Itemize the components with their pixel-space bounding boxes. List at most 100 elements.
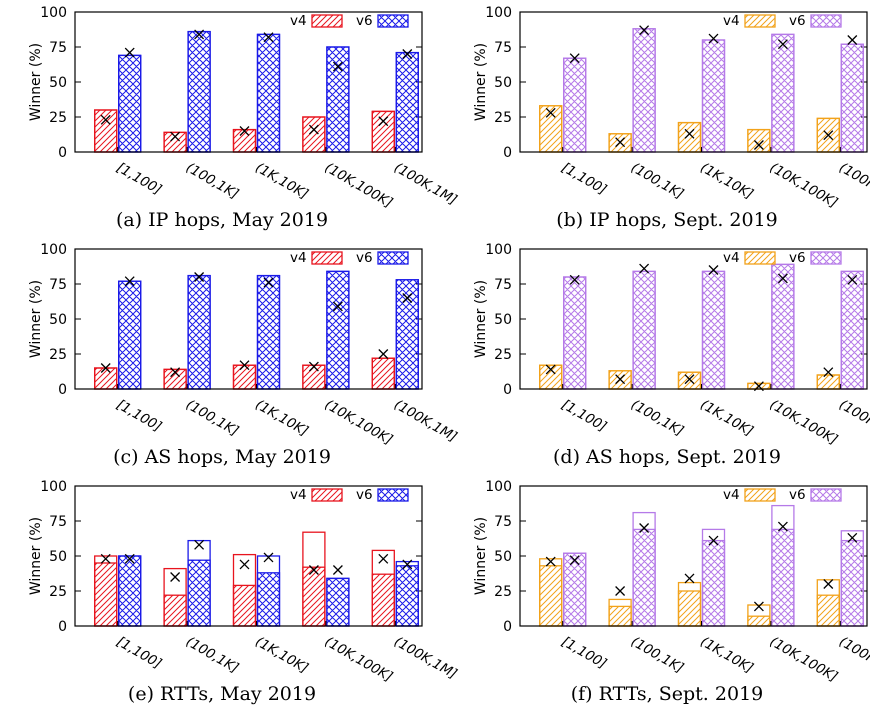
bar-v6-inner bbox=[118, 280, 142, 390]
legend-v6-swatch bbox=[810, 488, 842, 502]
y-tick-label: 75 bbox=[494, 40, 512, 56]
bar-v4-inner bbox=[747, 615, 771, 627]
x-tick-label: [1,100] bbox=[114, 634, 165, 672]
y-tick-label: 25 bbox=[494, 584, 512, 600]
bar-v6-inner bbox=[256, 33, 281, 153]
bar-v4-inner bbox=[163, 594, 187, 627]
bar-v4-inner bbox=[94, 562, 118, 627]
x-tick-label: (100K,1M] bbox=[391, 160, 459, 209]
bar-v4-inner bbox=[816, 594, 840, 627]
bar-v4-inner bbox=[232, 364, 257, 390]
x-tick-label: (10K,100K] bbox=[767, 397, 840, 449]
panel-caption: (c) AS hops, May 2019 bbox=[113, 446, 331, 468]
y-tick-label: 0 bbox=[503, 382, 512, 398]
x-tick-label: (100,1K] bbox=[183, 397, 241, 440]
marker-v6 bbox=[847, 532, 858, 543]
y-tick-label: 50 bbox=[49, 75, 67, 91]
y-tick-label: 100 bbox=[485, 242, 512, 258]
y-tick-label: 50 bbox=[49, 312, 67, 328]
marker-v4 bbox=[239, 360, 250, 371]
panel-caption: (a) IP hops, May 2019 bbox=[116, 209, 328, 231]
bar-v4-inner bbox=[94, 109, 118, 153]
marker-v6 bbox=[708, 33, 719, 44]
x-tick-label: (1K,10K] bbox=[253, 397, 312, 440]
marker-v4 bbox=[545, 364, 556, 375]
x-tick-label: [1,100] bbox=[114, 397, 165, 435]
legend-v6-label: v6 bbox=[789, 250, 806, 266]
legend-v6-swatch bbox=[377, 14, 409, 28]
marker-v4 bbox=[378, 553, 389, 564]
chart-panel-a: 0 25 50 75 100 Winner (%) [1,100] (100,1K] (1K,1… bbox=[28, 5, 460, 231]
marker-v4 bbox=[239, 126, 250, 136]
legend-v4-label: v4 bbox=[723, 13, 740, 29]
bar-v6-inner bbox=[701, 39, 726, 153]
y-tick-label: 25 bbox=[494, 347, 512, 363]
marker-v6 bbox=[777, 521, 788, 532]
y-tick-label: 75 bbox=[49, 40, 67, 56]
marker-v6 bbox=[332, 565, 343, 575]
marker-v6 bbox=[847, 274, 858, 285]
bar-v4-inner bbox=[371, 573, 395, 627]
x-tick-label: (10K,100K] bbox=[322, 160, 395, 212]
marker-v4 bbox=[615, 586, 626, 596]
panel-caption: (e) RTTs, May 2019 bbox=[128, 683, 316, 705]
bar-v6-inner bbox=[118, 555, 142, 627]
chart-panel-e: 0 25 50 75 100 Winner (%) [1,100] (100,1K] (1K,1… bbox=[28, 479, 460, 705]
marker-v4 bbox=[170, 572, 181, 582]
marker-v4 bbox=[308, 124, 319, 135]
marker-v4 bbox=[823, 579, 834, 589]
x-tick-label: (1K,10K] bbox=[698, 160, 757, 203]
marker-v4 bbox=[684, 374, 695, 385]
marker-v6 bbox=[332, 61, 343, 72]
legend-v6-swatch bbox=[377, 251, 409, 265]
marker-v6 bbox=[569, 555, 580, 566]
x-tick-label: (1K,10K] bbox=[253, 634, 312, 677]
y-tick-label: 0 bbox=[58, 145, 67, 161]
bar-v6-inner bbox=[118, 54, 142, 153]
y-tick-label: 0 bbox=[503, 145, 512, 161]
marker-v6 bbox=[402, 49, 413, 59]
legend-v6-label: v6 bbox=[789, 13, 806, 29]
marker-v4 bbox=[545, 556, 556, 567]
y-tick-label: 0 bbox=[58, 382, 67, 398]
bar-v6-inner bbox=[326, 270, 350, 390]
y-tick-label: 100 bbox=[40, 479, 67, 495]
y-tick-label: 25 bbox=[49, 584, 67, 600]
bar-v4-inner bbox=[816, 374, 840, 390]
marker-v4 bbox=[378, 349, 389, 359]
bar-v6-inner bbox=[563, 276, 587, 390]
x-tick-label: (100,1K] bbox=[628, 397, 686, 440]
x-tick-label: (100,1K] bbox=[628, 160, 686, 203]
y-tick-label: 50 bbox=[49, 549, 67, 565]
plot-frame bbox=[519, 485, 868, 627]
x-tick-label: (100,1K] bbox=[183, 634, 241, 677]
bar-v6-inner bbox=[326, 46, 350, 153]
marker-v4 bbox=[308, 565, 319, 575]
marker-v6 bbox=[263, 277, 274, 288]
marker-v4 bbox=[684, 128, 695, 139]
marker-v6 bbox=[124, 47, 135, 58]
bar-v6-inner bbox=[187, 274, 211, 390]
x-tick-label: (100K,1M] bbox=[836, 160, 870, 209]
bar-v6-inner bbox=[632, 28, 656, 153]
chart-panel-b: 0 25 50 75 100 Winner (%) [1,100] (100,1K] (1K,1… bbox=[473, 5, 870, 231]
bar-v4-inner bbox=[163, 131, 187, 153]
marker-v6 bbox=[194, 539, 205, 550]
bar-v6-inner bbox=[395, 279, 419, 390]
legend-v4-label: v4 bbox=[723, 250, 740, 266]
y-tick-label: 25 bbox=[494, 110, 512, 126]
marker-v4 bbox=[753, 140, 764, 150]
y-axis-label: Winner (%) bbox=[28, 517, 44, 595]
y-tick-label: 75 bbox=[49, 277, 67, 293]
marker-v4 bbox=[239, 559, 250, 570]
bar-v6-inner bbox=[840, 270, 864, 390]
marker-v6 bbox=[569, 274, 580, 285]
x-tick-label: (1K,10K] bbox=[698, 634, 757, 677]
marker-v4 bbox=[100, 553, 111, 564]
x-tick-label: (100,1K] bbox=[628, 634, 686, 677]
marker-v6 bbox=[402, 559, 413, 570]
legend-v4-swatch bbox=[744, 14, 776, 28]
x-tick-label: (100,1K] bbox=[183, 160, 241, 203]
bar-v6-inner bbox=[701, 270, 726, 390]
